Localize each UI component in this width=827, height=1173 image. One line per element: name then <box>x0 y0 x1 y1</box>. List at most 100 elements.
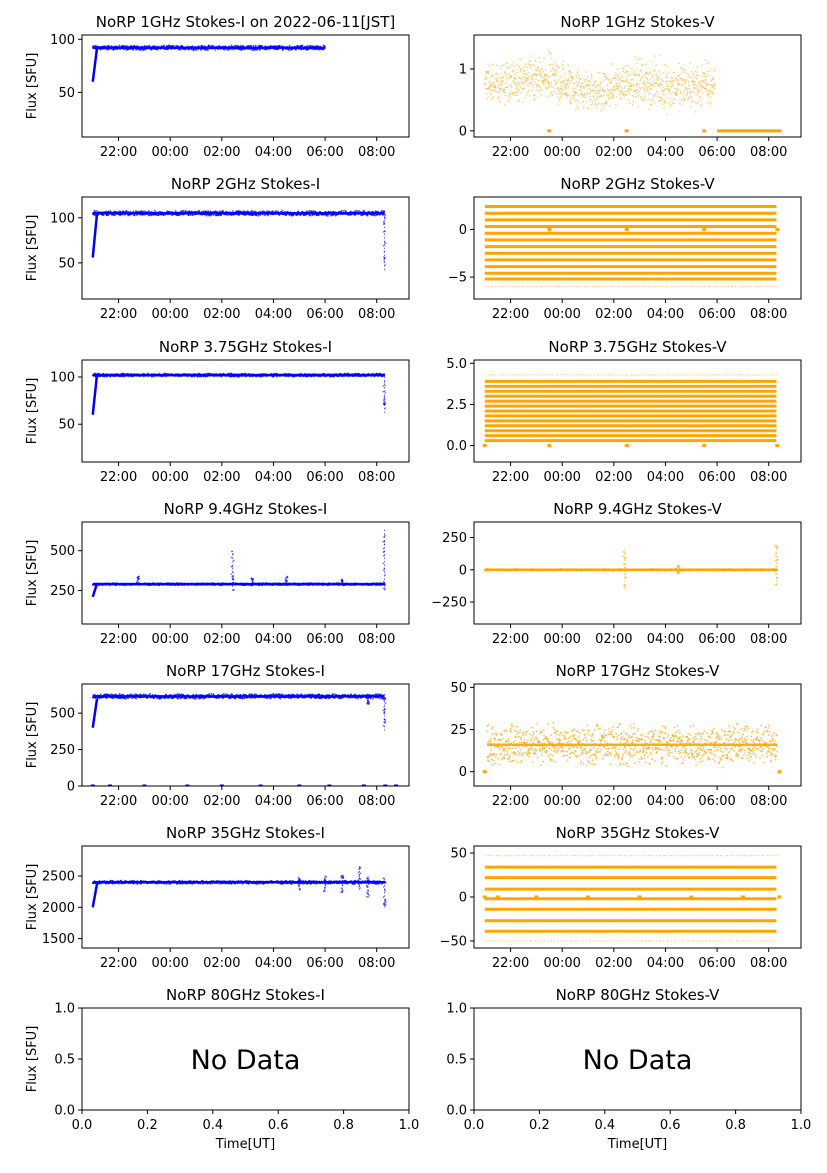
data-point <box>622 92 624 94</box>
data-point <box>609 253 610 254</box>
data-point <box>500 240 501 241</box>
sparse-point <box>622 286 623 287</box>
data-point <box>599 95 601 97</box>
data-point <box>597 253 598 254</box>
data-point <box>644 206 645 207</box>
data-point <box>707 71 709 73</box>
data-point <box>720 239 721 240</box>
data-point <box>529 60 531 62</box>
data-point <box>576 105 578 107</box>
data-point <box>585 81 587 83</box>
data-point <box>633 102 635 104</box>
data-point <box>691 101 693 103</box>
data-point <box>629 239 630 240</box>
data-point <box>499 259 500 260</box>
data-point <box>612 63 614 65</box>
panel-p1i: NoRP 1GHz Stokes-I on 2022-06-11[JST]501… <box>25 13 409 160</box>
data-point <box>569 206 570 207</box>
data-point <box>749 259 750 260</box>
data-point <box>621 80 623 82</box>
data-point <box>652 99 654 101</box>
data-point <box>710 68 712 70</box>
data-point <box>686 246 687 247</box>
sparse-point <box>704 286 705 287</box>
data-point <box>598 93 600 95</box>
data-point <box>712 93 714 95</box>
data-point <box>523 88 525 90</box>
data-point <box>530 60 532 62</box>
data-point <box>699 82 701 84</box>
data-point <box>645 64 647 66</box>
data-point <box>662 260 663 261</box>
data-point <box>693 91 695 93</box>
data-point <box>762 206 763 207</box>
data-point <box>653 273 654 274</box>
data-point <box>492 97 494 99</box>
data-point <box>593 239 594 240</box>
sparse-point <box>594 286 595 287</box>
data-point <box>649 79 651 81</box>
data-point <box>669 97 671 99</box>
data-point <box>562 206 563 207</box>
data-point <box>532 80 534 82</box>
data-point <box>564 83 566 85</box>
data-point <box>518 260 519 261</box>
data-point <box>661 99 663 101</box>
data-point <box>675 88 677 90</box>
data-point <box>677 79 679 81</box>
data-point <box>539 90 541 92</box>
data-point <box>555 273 556 274</box>
data-point <box>590 104 592 106</box>
data-point <box>692 81 694 83</box>
data-point <box>521 68 523 70</box>
data-point <box>672 103 674 105</box>
data-point <box>630 273 631 274</box>
data-point <box>711 212 712 213</box>
data-point <box>534 99 536 101</box>
data-point <box>709 279 710 280</box>
data-point <box>569 80 571 82</box>
data-point <box>597 104 599 106</box>
data-point <box>675 239 676 240</box>
data-point <box>543 84 545 86</box>
data-point <box>708 96 710 98</box>
data-point <box>491 206 492 207</box>
data-point <box>173 45 175 47</box>
spike-point <box>384 403 386 405</box>
data-point <box>531 206 532 207</box>
data-point <box>635 96 637 98</box>
data-point <box>695 206 696 207</box>
data-point <box>527 84 529 86</box>
data-point <box>613 246 614 247</box>
data-point <box>771 206 772 207</box>
data-point <box>699 226 700 227</box>
data-point <box>627 239 628 240</box>
sparse-point <box>732 286 733 287</box>
data-point <box>545 76 547 78</box>
data-point <box>491 253 492 254</box>
data-point <box>551 91 553 93</box>
data-point <box>536 74 538 76</box>
data-point <box>601 278 602 279</box>
data-point <box>640 78 642 80</box>
data-point <box>580 86 582 88</box>
data-point <box>733 240 734 241</box>
data-point <box>492 89 494 91</box>
data-point <box>749 278 750 279</box>
sparse-point <box>611 286 612 287</box>
sparse-point <box>683 286 684 287</box>
x-tick-label: 08:00 <box>358 470 395 485</box>
data-point <box>750 253 751 254</box>
data-point <box>598 233 599 234</box>
data-point <box>538 80 540 82</box>
data-point <box>684 79 686 81</box>
data-point <box>542 253 543 254</box>
data-point <box>686 95 688 97</box>
data-point <box>504 72 506 74</box>
data-point <box>746 278 747 279</box>
data-point <box>576 81 578 83</box>
data-point <box>631 212 632 213</box>
data-point <box>614 90 616 92</box>
data-point <box>609 206 610 207</box>
data-point <box>567 266 568 267</box>
